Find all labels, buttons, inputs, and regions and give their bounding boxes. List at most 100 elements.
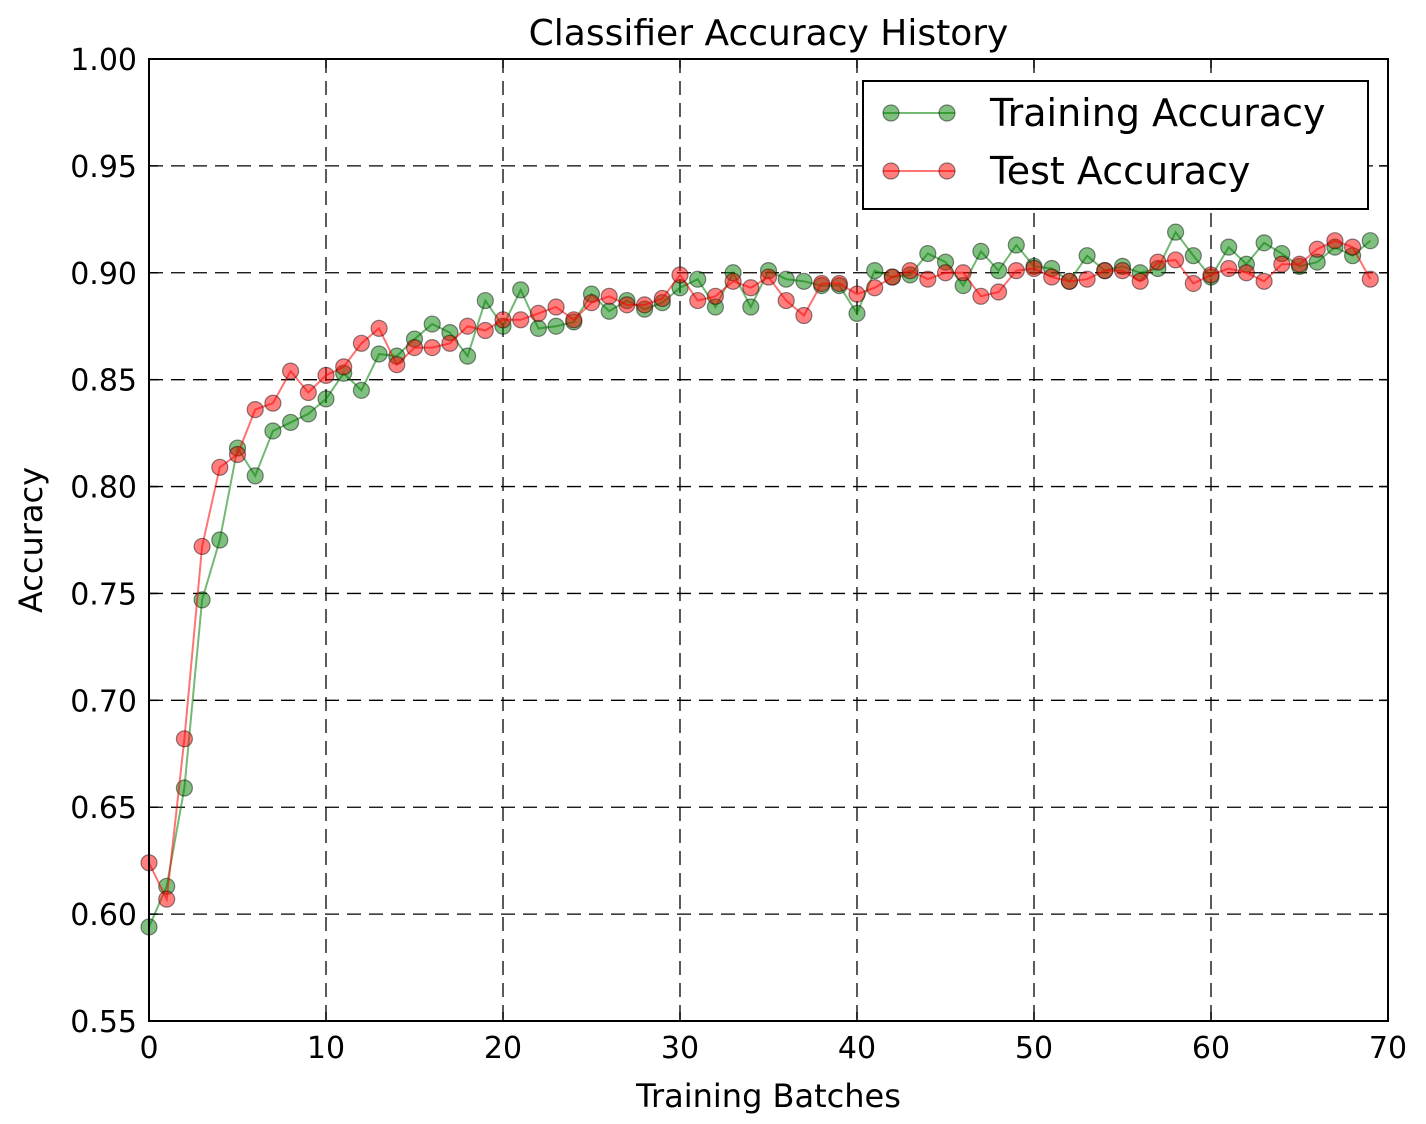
data-point: [759, 268, 778, 286]
data-point: [936, 264, 955, 282]
data-point: [1131, 272, 1149, 290]
data-point: [352, 381, 370, 399]
data-point: [795, 272, 813, 290]
x-tick-label: 70: [1369, 1031, 1407, 1066]
data-point: [1273, 255, 1291, 273]
data-point: [512, 281, 530, 299]
data-point: [1361, 270, 1379, 288]
data-point: [529, 319, 548, 337]
legend-marker: [882, 162, 900, 180]
data-point: [299, 383, 317, 402]
data-point: [848, 304, 866, 322]
data-point: [1007, 262, 1025, 280]
data-point: [600, 302, 618, 320]
data-point: [512, 311, 530, 329]
data-point: [618, 296, 636, 314]
data-point: [689, 270, 707, 288]
data-point: [883, 268, 902, 286]
data-point: [158, 890, 176, 908]
data-point: [777, 291, 795, 310]
data-point: [246, 400, 264, 419]
data-point: [919, 244, 937, 263]
data-point: [1078, 247, 1096, 265]
y-tick-label: 0.70: [70, 684, 137, 719]
x-tick-label: 40: [838, 1031, 876, 1066]
data-point: [547, 317, 565, 335]
data-point: [423, 339, 441, 357]
data-point: [600, 287, 618, 305]
data-point: [1308, 240, 1326, 258]
data-point: [1149, 253, 1167, 271]
data-point: [494, 311, 512, 329]
legend-marker: [938, 104, 956, 122]
data-point: [388, 356, 406, 374]
data-point: [901, 262, 919, 280]
x-tick-label: 50: [1015, 1031, 1053, 1066]
x-tick-label: 20: [484, 1031, 522, 1066]
data-point: [1078, 270, 1096, 288]
data-point: [211, 458, 229, 476]
data-point: [919, 270, 937, 288]
data-point: [866, 279, 884, 297]
data-point: [972, 287, 990, 305]
data-point: [866, 262, 884, 280]
data-point: [459, 347, 477, 365]
data-point: [211, 531, 229, 549]
legend-label: Test Accuracy: [989, 149, 1250, 193]
legend-box: [862, 80, 1369, 210]
data-point: [405, 339, 424, 357]
axis-ticks: 0 10 20 30 40 50 60 70 0.55 0.60 0.65 0.70 0.75 0.80 0…: [70, 43, 1407, 1066]
y-tick-label: 0.85: [70, 364, 137, 399]
data-point: [706, 287, 725, 305]
data-point: [635, 296, 654, 314]
data-point: [246, 467, 264, 485]
data-point: [1326, 232, 1344, 250]
y-tick-label: 0.90: [70, 257, 137, 292]
data-point: [954, 264, 972, 282]
series-line: [148, 239, 1372, 903]
x-tick-label: 0: [139, 1031, 158, 1066]
data-point: [1184, 274, 1202, 293]
data-point: [370, 345, 388, 363]
data-point: [724, 272, 742, 290]
series-layer: [140, 223, 1379, 936]
data-point: [565, 311, 583, 329]
data-point: [1096, 262, 1114, 280]
data-point: [441, 334, 459, 352]
data-point: [282, 362, 300, 380]
data-point: [547, 298, 565, 316]
legend-marker: [938, 162, 956, 180]
y-tick-label: 0.75: [70, 577, 137, 612]
data-point: [795, 306, 813, 325]
data-point: [1184, 247, 1202, 265]
data-point: [1166, 251, 1185, 269]
data-point: [175, 730, 193, 748]
grid-lines: [149, 59, 1388, 1021]
data-point: [282, 413, 300, 432]
data-point: [529, 304, 548, 322]
data-point: [848, 285, 866, 303]
data-point: [1290, 255, 1309, 273]
data-point: [972, 242, 990, 260]
x-tick-label: 30: [661, 1031, 699, 1066]
data-point: [1255, 234, 1273, 252]
y-tick-label: 1.00: [70, 43, 137, 78]
data-point: [1343, 238, 1362, 256]
data-point: [335, 358, 353, 376]
data-point: [777, 270, 795, 288]
data-point: [1043, 268, 1061, 286]
data-point: [671, 266, 689, 284]
data-point: [582, 294, 601, 312]
data-point: [476, 291, 494, 310]
data-point: [1361, 232, 1379, 250]
legend-label: Training Accuracy: [989, 91, 1326, 135]
data-point: [689, 291, 707, 310]
data-point: [742, 298, 760, 316]
data-point: [1025, 259, 1043, 278]
data-point: [299, 405, 317, 423]
data-point: [370, 319, 388, 337]
legend-item: Training Accuracy: [882, 91, 1326, 135]
data-point: [476, 321, 494, 340]
data-point: [264, 394, 282, 412]
